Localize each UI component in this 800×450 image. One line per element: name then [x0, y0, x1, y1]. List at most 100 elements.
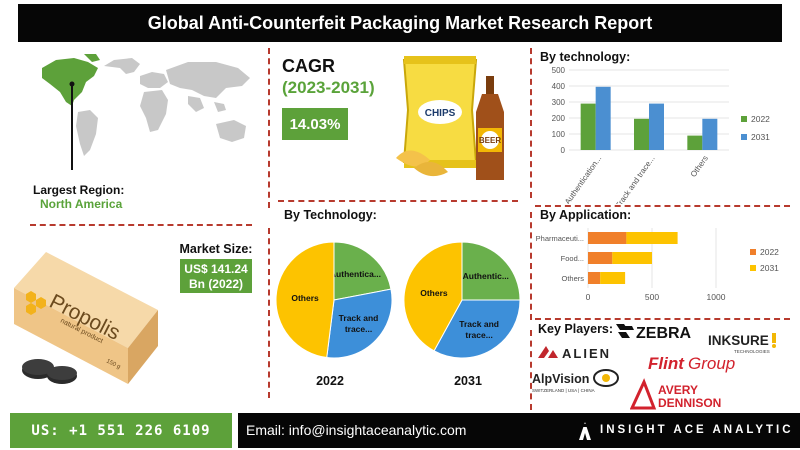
by-technology-bar-title: By technology:	[540, 50, 631, 64]
key-players-title: Key Players:	[538, 322, 614, 336]
bar-2022	[588, 252, 613, 264]
market-size-value-line1: US$ 141.24	[184, 262, 248, 276]
legend-swatch-2031	[741, 134, 747, 140]
bar-2031	[612, 252, 652, 264]
bar-2022	[580, 103, 596, 150]
y-tick-label: 200	[552, 114, 566, 123]
divider-vertical-right-top	[530, 48, 532, 198]
alpvision-logo-text: AlpVision	[532, 372, 589, 386]
market-size-box: US$ 141.24 Bn (2022)	[180, 259, 252, 293]
inksure-logo-subtext: TECHNOLOGIES	[734, 349, 770, 354]
x-tick-label: Others	[689, 154, 710, 179]
bar-2022	[687, 135, 703, 150]
cagr-title: CAGR	[282, 56, 335, 76]
pie-year-2022: 2022	[316, 374, 344, 388]
divider-right-mid	[535, 318, 790, 320]
market-size-label: Market Size:	[179, 242, 253, 256]
by-technology-bar-chart: 0 100 200 300 400 500 Authentication... Track a…	[552, 66, 771, 204]
x-tick-label: 0	[586, 292, 591, 302]
legend-swatch-2022	[750, 249, 756, 255]
beer-label: BEER	[479, 136, 501, 145]
x-tick-label: 500	[645, 292, 659, 302]
y-tick-label: Pharmaceuti...	[536, 234, 584, 243]
x-tick-label: Track and trace...	[614, 154, 657, 204]
by-application-title: By Application:	[540, 208, 632, 222]
report-title: Global Anti-Counterfeit Packaging Market…	[147, 12, 653, 33]
divider-vertical-left-top	[268, 48, 270, 208]
by-technology-pie-title: By Technology:	[284, 208, 377, 222]
pie-label: Track and	[459, 319, 499, 329]
divider-vertical-left-bottom	[268, 228, 270, 398]
pie-label: Track and	[339, 313, 379, 323]
zebra-logo: ZEBRA	[616, 324, 692, 342]
zebra-logo-text: ZEBRA	[636, 325, 692, 342]
legend-label-2022: 2022	[751, 114, 770, 124]
pie-slice	[333, 241, 392, 301]
pie-label: Authentic...	[463, 271, 509, 281]
divider-right-top	[535, 205, 790, 207]
y-tick-label: Others	[561, 274, 584, 283]
chips-and-beer-illustration: CHIPS BEER	[396, 56, 504, 180]
divider-center	[278, 200, 518, 202]
y-tick-label: Food...	[561, 254, 584, 263]
y-tick-label: 300	[552, 98, 566, 107]
y-tick-label: 0	[561, 146, 566, 155]
bar-2031	[702, 118, 718, 150]
largest-region-value: North America	[40, 197, 123, 211]
bar-2031	[595, 86, 611, 150]
by-application-bar-chart: 0 500 1000 Pharmaceuti... Food... Others 2022 2…	[536, 228, 779, 302]
alpvision-logo-subtext: SWITZERLAND | USA | CHINA	[532, 388, 595, 393]
market-size-value-line2: Bn (2022)	[188, 277, 244, 291]
propolis-box-illustration: Propolis natural product 150 g	[14, 252, 158, 384]
pie-slice	[433, 299, 521, 359]
alien-logo-text: ALIEN	[562, 346, 611, 361]
flint-logo-text-a: Flint	[648, 354, 685, 373]
bar-2031	[649, 103, 664, 150]
y-tick-label: 100	[552, 130, 566, 139]
avery-logo-text-a: AVERY	[658, 383, 698, 397]
divider-vertical-right-bottom	[530, 330, 532, 410]
pie-slice	[461, 241, 521, 301]
pie-label: Authentica...	[330, 269, 381, 279]
pie-slice	[403, 241, 463, 352]
avery-logo-text-b: DENNISON	[658, 396, 721, 410]
pie-label: trace...	[345, 324, 372, 334]
y-tick-label: 400	[552, 82, 566, 91]
insight-ace-logo-icon	[579, 422, 591, 440]
x-tick-label: 1000	[707, 292, 726, 302]
footer-email[interactable]: Email: info@insightaceanalytic.com	[246, 422, 467, 438]
inksure-logo-text: INKSURE	[708, 333, 769, 348]
pie-label: trace...	[465, 330, 492, 340]
pie-year-2031: 2031	[454, 374, 482, 388]
world-map-icon	[42, 54, 250, 170]
inksure-logo: INKSURE TECHNOLOGIES	[708, 333, 776, 354]
pie-label: Others	[420, 288, 448, 298]
legend-swatch-2022	[741, 116, 747, 122]
chips-label: CHIPS	[425, 108, 456, 119]
x-tick-label: Authentication...	[563, 154, 603, 204]
pie-slice	[275, 241, 335, 359]
bar-2022	[588, 232, 627, 244]
footer-brand: INSIGHT ACE ANALYTIC	[600, 424, 794, 436]
bar-2022	[634, 118, 649, 150]
legend-swatch-2031	[750, 265, 756, 271]
cagr-value-box: 14.03%	[282, 108, 348, 140]
cagr-years: (2023-2031)	[282, 78, 375, 97]
divider-vertical-right-mid	[530, 212, 532, 320]
largest-region-label: Largest Region:	[33, 183, 125, 197]
footer-phone[interactable]: US: +1 551 226 6109	[10, 413, 232, 448]
alpvision-logo: AlpVision SWITZERLAND | USA | CHINA	[532, 369, 619, 393]
legend-label-2022: 2022	[760, 247, 779, 257]
report-header: Global Anti-Counterfeit Packaging Market…	[18, 4, 782, 42]
divider-left	[30, 224, 252, 226]
flint-group-logo: Flint Group	[648, 354, 735, 373]
pie-slice	[326, 288, 393, 359]
alien-logo: ALIEN	[538, 346, 611, 361]
footer-phone-text: US: +1 551 226 6109	[31, 422, 211, 439]
footer-bar: Email: info@insightaceanalytic.com INSIG…	[238, 413, 800, 448]
y-tick-label: 500	[552, 66, 566, 75]
pie-label: Others	[291, 293, 319, 303]
bar-2031	[600, 272, 626, 284]
